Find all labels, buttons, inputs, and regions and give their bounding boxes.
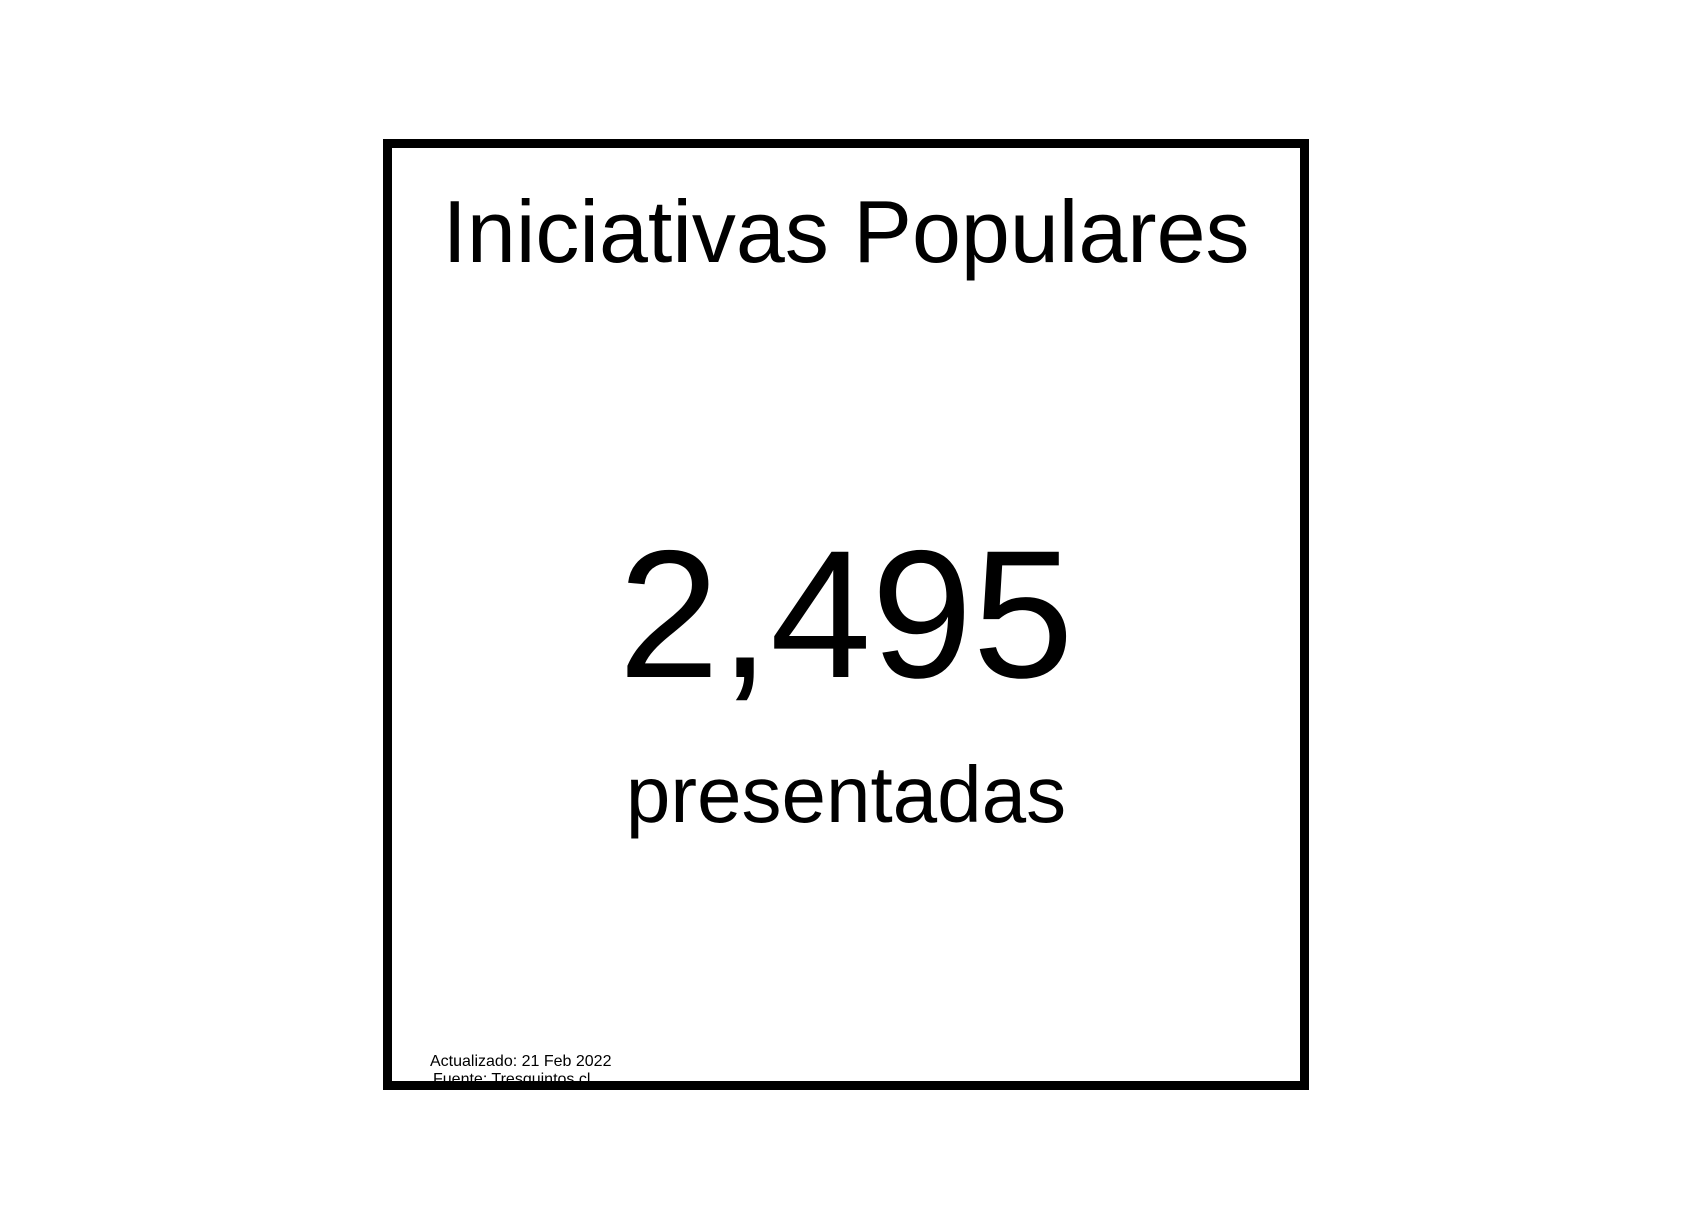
stat-subtitle: presentadas <box>625 750 1067 839</box>
card-title: Iniciativas Populares <box>442 182 1250 281</box>
stat-card: Iniciativas Populares 2,495 presentadas … <box>383 139 1309 1090</box>
updated-date: Actualizado: 21 Feb 2022 <box>430 1053 612 1070</box>
stat-value: 2,495 <box>618 512 1074 716</box>
footnote: Actualizado: 21 Feb 2022 Fuente: Tresqui… <box>430 1053 611 1089</box>
source-label: Fuente: Tresquintos.cl <box>433 1071 591 1088</box>
